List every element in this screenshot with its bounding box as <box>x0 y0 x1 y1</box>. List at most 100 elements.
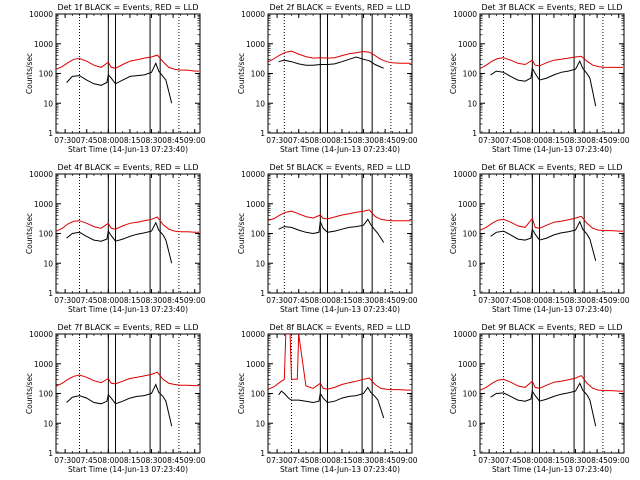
detector-panel: Det 7f BLACK = Events, RED = LLD 07:30 07:… <box>25 323 206 474</box>
y-tick-label: 10000 <box>453 10 477 19</box>
y-axis-label: Counts/sec <box>449 53 458 94</box>
x-tick-label: 08:30 <box>353 456 375 465</box>
x-tick-label: 08:45 <box>162 296 184 305</box>
detector-panel: Det 3f BLACK = Events, RED = LLD07:30 07:… <box>449 3 630 154</box>
y-tick-label: 1 <box>260 449 265 458</box>
x-tick-label: 07:30 <box>266 296 288 305</box>
x-tick-label: 08:00 <box>98 136 120 145</box>
x-tick-label: 08:15 <box>331 136 353 145</box>
x-tick-label: 08:30 <box>141 456 163 465</box>
x-tick-label: 08:15 <box>543 136 565 145</box>
panel-title: Det 5f BLACK = Events, RED = LLD <box>269 163 410 172</box>
panel-title: Det 6f BLACK = Events, RED = LLD <box>481 163 622 172</box>
x-tick-label: 08:15 <box>543 296 565 305</box>
x-tick-label: 09:00 <box>396 456 418 465</box>
y-tick-label: 1000 <box>246 40 265 49</box>
panel-title: Det 4f BLACK = Events, RED = LLD <box>57 163 198 172</box>
x-tick-label: 08:00 <box>98 456 120 465</box>
x-tick-label: 07:45 <box>500 456 522 465</box>
plot-frame <box>268 174 412 293</box>
events-series-line <box>67 223 172 264</box>
lld-series-line <box>269 334 412 390</box>
x-axis-label: Start Time (14-Jun-13 07:23:40) <box>280 305 400 314</box>
y-tick-label: 10 <box>255 419 265 428</box>
x-tick-label: 07:45 <box>76 296 98 305</box>
plot-frame <box>480 14 624 133</box>
x-tick-label: 08:45 <box>374 136 396 145</box>
y-tick-label: 1000 <box>246 360 265 369</box>
y-tick-label: 10000 <box>241 170 265 179</box>
x-tick-label: 07:30 <box>266 136 288 145</box>
x-tick-label: 08:00 <box>310 456 332 465</box>
lld-series-line <box>481 216 624 231</box>
x-tick-label: 08:30 <box>141 136 163 145</box>
y-tick-label: 1 <box>48 289 53 298</box>
y-tick-label: 10 <box>255 99 265 108</box>
y-axis-label: Counts/sec <box>237 53 246 94</box>
x-axis-label: Start Time (14-Jun-13 07:23:40) <box>68 145 188 154</box>
x-tick-label: 07:45 <box>500 136 522 145</box>
x-tick-label: 08:45 <box>586 296 608 305</box>
y-tick-label: 10 <box>467 99 477 108</box>
y-tick-label: 1000 <box>458 360 477 369</box>
x-tick-label: 08:15 <box>119 136 141 145</box>
x-tick-label: 08:00 <box>310 296 332 305</box>
plot-frame <box>56 14 200 133</box>
y-tick-label: 1 <box>48 129 53 138</box>
y-tick-label: 100 <box>463 70 478 79</box>
lld-series-line <box>57 372 200 386</box>
y-tick-label: 1000 <box>34 360 53 369</box>
x-tick-label: 07:30 <box>54 136 76 145</box>
y-tick-label: 100 <box>39 70 54 79</box>
y-tick-label: 100 <box>251 230 266 239</box>
x-tick-label: 07:30 <box>478 456 500 465</box>
detector-panel: Det 9f BLACK = Events, RED = LLD 07:30 07:… <box>449 323 630 474</box>
y-tick-label: 1 <box>48 449 53 458</box>
y-tick-label: 10 <box>43 259 53 268</box>
x-tick-label: 08:45 <box>586 136 608 145</box>
x-axis-label: Start Time (14-Jun-13 07:23:40) <box>280 145 400 154</box>
y-tick-label: 1000 <box>458 40 477 49</box>
events-series-line <box>279 219 384 242</box>
panel-title: Det 7f BLACK = Events, RED = LLD <box>57 323 198 332</box>
x-axis-label: Start Time (14-Jun-13 07:23:40) <box>280 465 400 474</box>
x-tick-label: 08:45 <box>374 456 396 465</box>
y-tick-label: 10 <box>43 99 53 108</box>
y-tick-label: 100 <box>463 230 478 239</box>
x-tick-label: 07:30 <box>54 456 76 465</box>
x-tick-label: 07:45 <box>76 136 98 145</box>
x-tick-label: 07:30 <box>478 136 500 145</box>
y-tick-label: 10000 <box>453 170 477 179</box>
x-tick-label: 08:30 <box>353 296 375 305</box>
y-axis-label: Counts/sec <box>25 213 34 254</box>
x-tick-label: 09:00 <box>184 136 206 145</box>
x-tick-label: 08:45 <box>586 456 608 465</box>
x-tick-label: 07:30 <box>478 296 500 305</box>
events-series-line <box>67 385 172 427</box>
x-tick-label: 07:30 <box>266 456 288 465</box>
y-tick-label: 100 <box>39 230 54 239</box>
y-tick-label: 1 <box>472 289 477 298</box>
y-axis-label: Counts/sec <box>449 213 458 254</box>
x-tick-label: 08:45 <box>374 296 396 305</box>
y-tick-label: 10000 <box>29 330 53 339</box>
x-tick-label: 08:30 <box>353 136 375 145</box>
x-tick-label: 09:00 <box>184 296 206 305</box>
plot-frame <box>480 174 624 293</box>
x-tick-label: 08:30 <box>141 296 163 305</box>
x-tick-label: 07:45 <box>76 456 98 465</box>
x-axis-label: Start Time (14-Jun-13 07:23:40) <box>492 465 612 474</box>
x-tick-label: 07:30 <box>54 296 76 305</box>
y-axis-label: Counts/sec <box>25 53 34 94</box>
x-axis-label: Start Time (14-Jun-13 07:23:40) <box>492 305 612 314</box>
x-tick-label: 08:00 <box>310 136 332 145</box>
y-tick-label: 10000 <box>29 10 53 19</box>
y-tick-label: 1000 <box>458 200 477 209</box>
x-tick-label: 08:15 <box>331 456 353 465</box>
y-tick-label: 1000 <box>246 200 265 209</box>
y-tick-label: 10000 <box>453 330 477 339</box>
y-tick-label: 10000 <box>241 10 265 19</box>
x-tick-label: 08:00 <box>522 296 544 305</box>
y-tick-label: 1000 <box>34 40 53 49</box>
x-tick-label: 08:30 <box>565 456 587 465</box>
